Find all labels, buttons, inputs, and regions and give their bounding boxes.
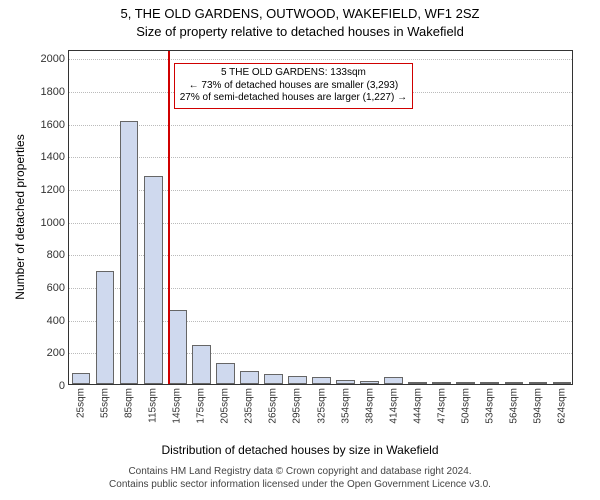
x-tick-label: 295sqm: [292, 388, 303, 424]
histogram-bar: [360, 381, 379, 384]
histogram-bar: [336, 380, 355, 384]
gridline: [69, 157, 572, 158]
footer-line-1: Contains HM Land Registry data © Crown c…: [0, 465, 600, 478]
x-tick-label: 384sqm: [364, 388, 375, 424]
x-tick-label: 474sqm: [436, 388, 447, 424]
histogram-bar: [264, 374, 283, 384]
y-tick-label: 0: [59, 380, 65, 392]
x-tick-label: 594sqm: [532, 388, 543, 424]
x-tick-label: 55sqm: [100, 388, 111, 418]
x-axis-label: Distribution of detached houses by size …: [0, 443, 600, 457]
marker-line: [168, 51, 170, 384]
histogram-bar: [144, 176, 163, 384]
y-tick-label: 800: [47, 249, 65, 261]
histogram-bar: [168, 310, 187, 384]
annotation-line-1: 5 THE OLD GARDENS: 133sqm: [180, 67, 407, 80]
annotation-box: 5 THE OLD GARDENS: 133sqm← 73% of detach…: [174, 63, 413, 109]
gridline: [69, 125, 572, 126]
histogram-bar: [505, 382, 524, 384]
histogram-bar: [72, 373, 91, 384]
histogram-bar: [456, 382, 475, 384]
y-axis-label-text: Number of detached properties: [13, 127, 27, 307]
histogram-bar: [480, 382, 499, 384]
x-tick-label: 205sqm: [220, 388, 231, 424]
x-tick-label: 25sqm: [76, 388, 87, 418]
histogram-bar: [384, 377, 403, 384]
histogram-bar: [192, 345, 211, 384]
gridline: [69, 59, 572, 60]
x-tick-label: 115sqm: [148, 388, 159, 423]
histogram-bar: [216, 363, 235, 384]
x-tick-label: 414sqm: [388, 388, 399, 424]
y-tick-label: 600: [47, 282, 65, 294]
x-tick-label: 325sqm: [316, 388, 327, 424]
chart-footer: Contains HM Land Registry data © Crown c…: [0, 465, 600, 491]
histogram-bar: [553, 382, 572, 384]
histogram-bar: [288, 376, 307, 384]
x-tick-label: 444sqm: [412, 388, 423, 424]
y-tick-label: 400: [47, 315, 65, 327]
y-tick-label: 1600: [41, 119, 65, 131]
x-tick-label: 235sqm: [244, 388, 255, 424]
y-axis-label: Number of detached properties: [10, 50, 24, 385]
y-tick-label: 2000: [41, 53, 65, 65]
histogram-bar: [312, 377, 331, 384]
y-tick-label: 1400: [41, 151, 65, 163]
x-tick-label: 624sqm: [556, 388, 567, 424]
histogram-bar: [240, 371, 259, 384]
y-tick-label: 1000: [41, 217, 65, 229]
x-tick-label: 564sqm: [508, 388, 519, 424]
x-tick-label: 504sqm: [460, 388, 471, 424]
x-tick-label: 85sqm: [124, 388, 135, 418]
x-tick-label: 265sqm: [268, 388, 279, 424]
plot-area: 020040060080010001200140016001800200025s…: [68, 50, 573, 385]
annotation-line-2: ← 73% of detached houses are smaller (3,…: [180, 80, 407, 93]
y-tick-label: 1800: [41, 86, 65, 98]
histogram-bar: [408, 382, 427, 384]
footer-line-2: Contains public sector information licen…: [0, 478, 600, 491]
x-tick-label: 354sqm: [340, 388, 351, 424]
x-tick-label: 534sqm: [484, 388, 495, 424]
chart-title-main: 5, THE OLD GARDENS, OUTWOOD, WAKEFIELD, …: [0, 6, 600, 21]
histogram-bar: [432, 382, 451, 384]
histogram-bar: [529, 382, 548, 384]
y-tick-label: 1200: [41, 184, 65, 196]
chart-container: 5, THE OLD GARDENS, OUTWOOD, WAKEFIELD, …: [0, 0, 600, 500]
y-tick-label: 200: [47, 347, 65, 359]
annotation-line-3: 27% of semi-detached houses are larger (…: [180, 92, 407, 105]
x-tick-label: 145sqm: [172, 388, 183, 424]
x-tick-label: 175sqm: [196, 388, 207, 424]
histogram-bar: [96, 271, 115, 384]
histogram-bar: [120, 121, 139, 384]
chart-title-sub: Size of property relative to detached ho…: [0, 24, 600, 39]
